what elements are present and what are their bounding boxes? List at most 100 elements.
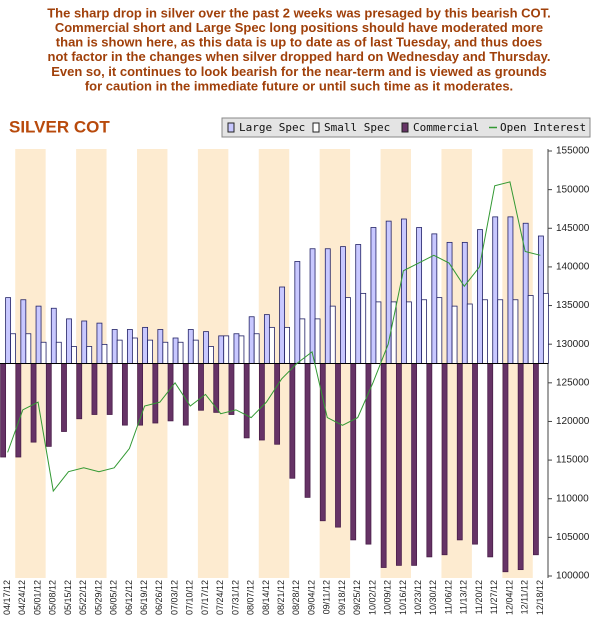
bar [172,337,179,364]
bar [340,246,346,364]
bar [101,343,108,364]
bar [360,292,367,364]
bar [502,363,509,573]
bar [324,248,331,364]
bar [304,363,311,498]
bar [40,341,47,364]
y2-tick-label: 150000 [556,184,590,195]
x-tick-label: 07/31/12 [230,580,240,615]
x-tick-label: 11/13/12 [459,580,469,614]
bar [441,363,448,556]
bar [35,305,42,364]
bar [5,297,12,364]
bar [294,261,301,364]
y2-tick-label: 100000 [556,571,590,582]
bar [121,363,128,426]
x-tick-label: 10/09/12 [383,580,393,615]
bar [289,363,296,479]
x-tick-label: 09/25/12 [352,580,362,615]
bar [350,363,357,541]
bar [299,318,306,364]
bar [45,363,52,447]
annotation-line: The sharp drop in silver over the past 2… [47,5,551,20]
bar [81,320,88,364]
bar [472,363,478,545]
bar [243,363,250,439]
y2-tick-label: 125000 [556,377,590,388]
legend-swatch [227,122,235,133]
bar [395,363,402,566]
y2-tick-label: 115000 [556,455,589,466]
bar [375,301,382,364]
bar [512,299,519,364]
x-tick-label: 07/24/12 [215,580,225,615]
x-tick-label: 10/16/12 [398,580,408,615]
bar [446,241,453,364]
bar [177,341,184,364]
bar [477,229,483,364]
bar [162,341,169,364]
bar [268,326,275,364]
x-tick-label: 08/07/12 [246,580,256,615]
x-tick-label: 09/04/12 [306,580,316,615]
x-tick-label: 10/02/12 [367,580,377,615]
x-tick-label: 07/17/12 [200,580,210,615]
y2-tick-label: 105000 [556,532,590,543]
bar [86,346,93,364]
bar [253,333,260,364]
bar [167,363,174,422]
y2-tick-label: 145000 [556,223,590,234]
x-tick-label: 11/06/12 [443,580,453,614]
bar [497,299,504,364]
annotation-line: Even so, it continues to look bearish fo… [51,64,547,79]
bar [25,333,32,364]
bar [345,297,351,364]
bar [492,216,499,364]
bar [147,339,154,364]
bar [314,318,321,364]
y2-tick-label: 120000 [556,416,590,427]
line-series [7,181,541,493]
y2-tick-label: 155000 [556,146,590,157]
x-tick-label: 06/26/12 [154,580,164,615]
bar [482,299,488,364]
legend-label: Open Interest [500,121,586,134]
bar [426,363,433,558]
bar [131,337,138,364]
x-tick-label: 06/05/12 [109,580,119,615]
bar [416,227,423,364]
x-tick-label: 08/28/12 [291,580,301,615]
bar [263,314,270,364]
bar [258,363,265,441]
x-tick-label: 06/12/12 [124,580,134,615]
x-tick-label: 05/01/12 [32,580,42,615]
bar [228,363,235,415]
x-tick-label: 06/19/12 [139,580,149,615]
chart-title: SILVER COT [9,117,110,136]
bar [431,233,438,364]
bar [238,335,245,364]
bar [111,329,118,364]
x-tick-label: 11/27/12 [489,580,499,614]
x-tick-label: 12/04/12 [504,580,514,615]
bar [411,363,418,566]
bar [274,363,281,445]
x-tick-label: 04/17/12 [2,580,12,615]
bar [517,363,524,571]
bar [126,329,133,364]
bar [208,346,214,364]
x-tick-label: 07/10/12 [185,580,195,615]
annotation-line: not factor in the changes when silver dr… [48,49,551,64]
x-tick-label: 10/23/12 [413,580,423,615]
y2-tick-label: 140000 [556,262,590,273]
bar [370,227,377,364]
bar [542,292,549,364]
legend-swatch [312,122,320,133]
bar [203,331,209,364]
y2-tick-label: 130000 [556,339,590,350]
bar [137,363,144,426]
bar [106,363,113,415]
x-tick-label: 11/20/12 [474,580,484,614]
legend-label: Small Spec [324,121,390,134]
